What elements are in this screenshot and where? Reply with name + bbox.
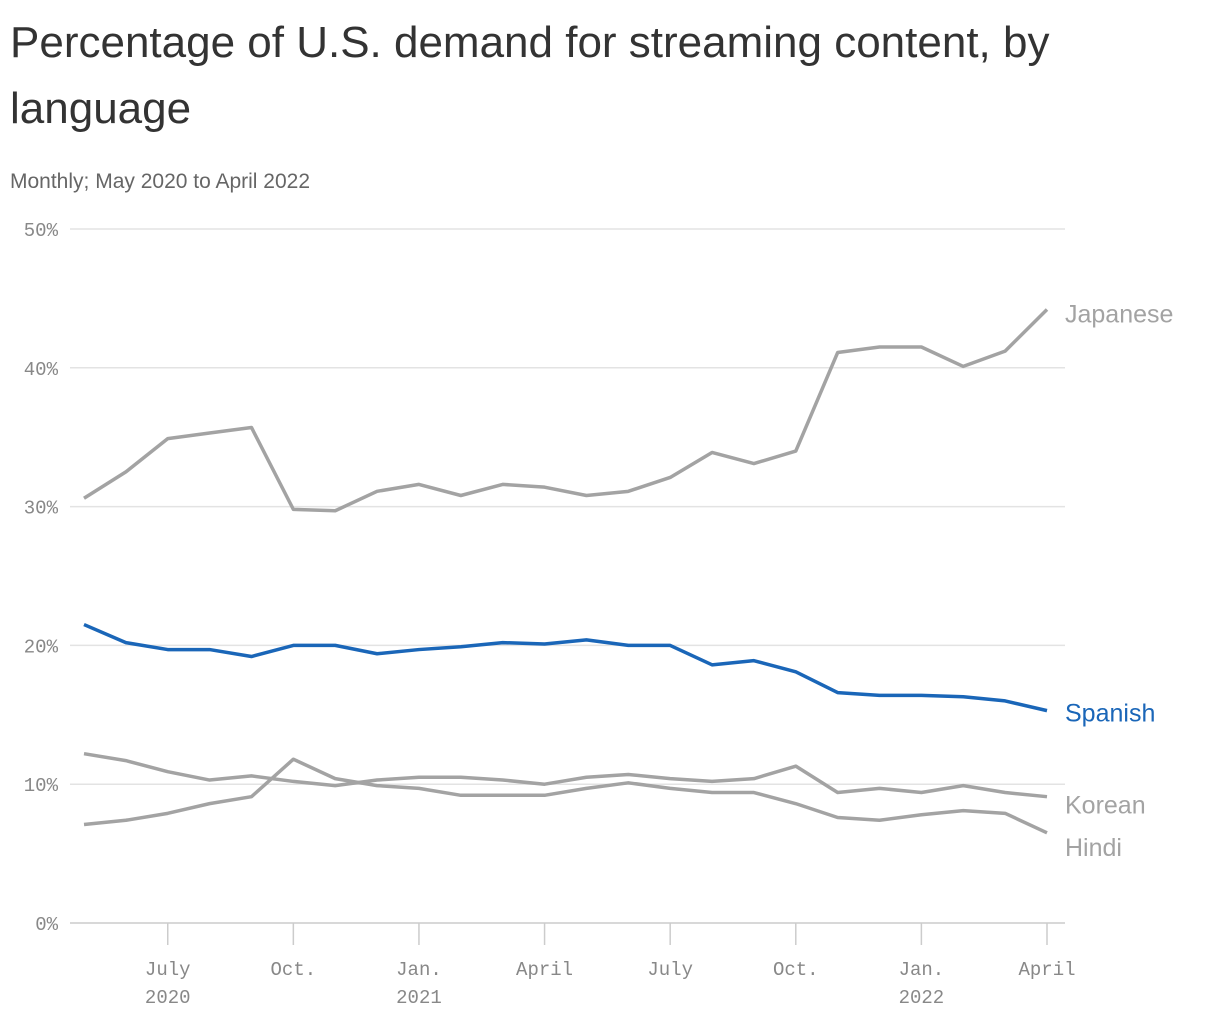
series-line (83, 308, 1049, 513)
series-label: Korean (1065, 792, 1146, 820)
chart-subtitle: Monthly; May 2020 to April 2022 (10, 170, 310, 193)
series-line (83, 751, 1048, 799)
series-label: Hindi (1065, 834, 1122, 862)
y-tick-label: 50% (24, 220, 59, 242)
series-label: Japanese (1065, 301, 1173, 329)
y-tick-label: 20% (24, 636, 59, 658)
series-line (83, 757, 1048, 835)
series-line (83, 622, 1048, 713)
y-tick-label: 40% (24, 359, 59, 381)
y-tick-label: 30% (24, 498, 59, 520)
y-tick-label: 0% (35, 914, 58, 936)
x-tick-label: April (516, 959, 573, 981)
x-tick-label: Oct. (773, 959, 819, 981)
x-tick-label: Jan. 2022 (899, 959, 945, 1009)
y-tick-label: 10% (24, 775, 59, 797)
chart-title: Percentage of U.S. demand for streaming … (10, 18, 1050, 133)
x-tick-label: April (1018, 959, 1075, 981)
x-tick-label: July (647, 959, 693, 981)
x-tick-label: Jan. 2021 (396, 959, 442, 1009)
series-label: Spanish (1065, 700, 1155, 728)
title-box: Percentage of U.S. demand for streaming … (10, 18, 1050, 133)
x-tick-label: July 2020 (145, 959, 191, 1009)
x-tick-label: Oct. (271, 959, 317, 981)
